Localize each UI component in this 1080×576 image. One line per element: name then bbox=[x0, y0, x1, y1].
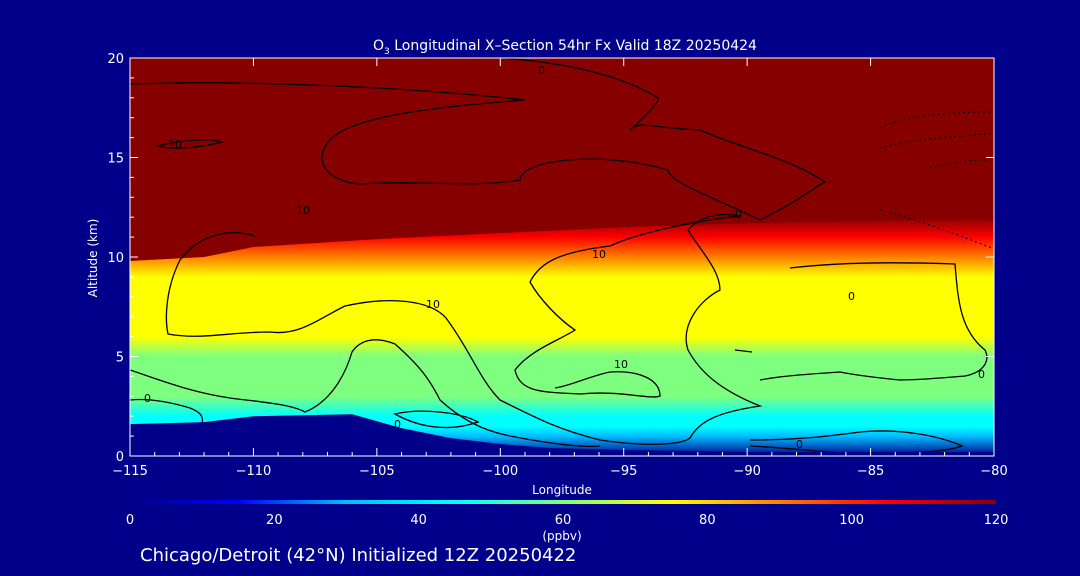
x-tick-label: −85 bbox=[857, 464, 884, 479]
x-tick-label: −100 bbox=[482, 464, 518, 479]
x-axis-label: Longitude bbox=[532, 483, 592, 497]
colorbar-ticks: 0 20 40 60 80 100 120 bbox=[126, 513, 1009, 528]
x-tick-label: −110 bbox=[236, 464, 272, 479]
contour-label: 0 bbox=[538, 64, 545, 77]
contour-10-main bbox=[165, 213, 763, 445]
y-tick-label: 20 bbox=[107, 52, 124, 67]
y-tick-label: 0 bbox=[116, 450, 124, 465]
x-axis: −115 −110 −105 −100 −95 −90 −85 −80 bbox=[112, 58, 1008, 479]
contour-dotted-upper-east bbox=[879, 111, 993, 249]
contour-label: 10 bbox=[614, 358, 628, 371]
contour-label: 0 bbox=[144, 392, 151, 405]
footer-caption: Chicago/Detroit (42°N) Initialized 12Z 2… bbox=[140, 545, 576, 566]
contour-10-mid bbox=[155, 139, 225, 149]
contour-0-boundary-layer bbox=[130, 398, 204, 425]
x-tick-label: −95 bbox=[610, 464, 637, 479]
colorbar-tick-label: 20 bbox=[266, 513, 283, 528]
contour-label: 0 bbox=[848, 290, 855, 303]
y-axis-label: Altitude (km) bbox=[86, 219, 100, 298]
x-tick-label: −115 bbox=[112, 464, 148, 479]
contour-10-upper bbox=[130, 58, 827, 221]
contour-lines bbox=[130, 58, 993, 455]
colorbar-tick-label: 40 bbox=[410, 513, 427, 528]
contour-label: 0 bbox=[978, 368, 985, 381]
colorbar-strip bbox=[130, 500, 996, 504]
contour-0-small bbox=[734, 349, 753, 353]
plot-field: 10 10 10 10 10 0 0 0 0 0 0 0 0 bbox=[130, 58, 994, 456]
contour-label: 10 bbox=[426, 298, 440, 311]
contour-label: 0 bbox=[394, 418, 401, 431]
colorbar-tick-label: 60 bbox=[555, 513, 572, 528]
colorbar-tick-label: 120 bbox=[984, 513, 1009, 528]
terrain-mask bbox=[130, 414, 994, 456]
y-axis: 0 5 10 15 20 bbox=[107, 52, 994, 465]
chart-title: O3 Longitudinal X–Section 54hr Fx Valid … bbox=[373, 38, 757, 57]
colorbar-tick-label: 80 bbox=[699, 513, 716, 528]
contour-label: 10 bbox=[592, 248, 606, 261]
contour-0-pocket bbox=[393, 410, 480, 429]
colorbar: 0 20 40 60 80 100 120 (ppbv) bbox=[126, 500, 1009, 543]
y-tick-label: 15 bbox=[107, 152, 124, 167]
contour-label: 0 bbox=[735, 208, 742, 221]
contour-label: 10 bbox=[168, 138, 182, 151]
x-tick-label: −90 bbox=[733, 464, 760, 479]
colorbar-tick-label: 0 bbox=[126, 513, 134, 528]
y-tick-label: 5 bbox=[116, 351, 124, 366]
contour-labels: 10 10 10 10 10 0 0 0 0 0 0 0 0 bbox=[144, 64, 985, 456]
contour-0-east bbox=[749, 430, 964, 455]
contour-label: 0 bbox=[796, 438, 803, 451]
x-tick-label: −80 bbox=[980, 464, 1007, 479]
contour-0-east-mid bbox=[759, 262, 988, 381]
contour-0-lower-west bbox=[130, 339, 601, 448]
y-tick-label: 10 bbox=[107, 251, 124, 266]
colorbar-units: (ppbv) bbox=[542, 529, 581, 543]
x-tick-label: −105 bbox=[359, 464, 395, 479]
contour-label: 10 bbox=[296, 204, 310, 217]
colorbar-tick-label: 100 bbox=[839, 513, 864, 528]
